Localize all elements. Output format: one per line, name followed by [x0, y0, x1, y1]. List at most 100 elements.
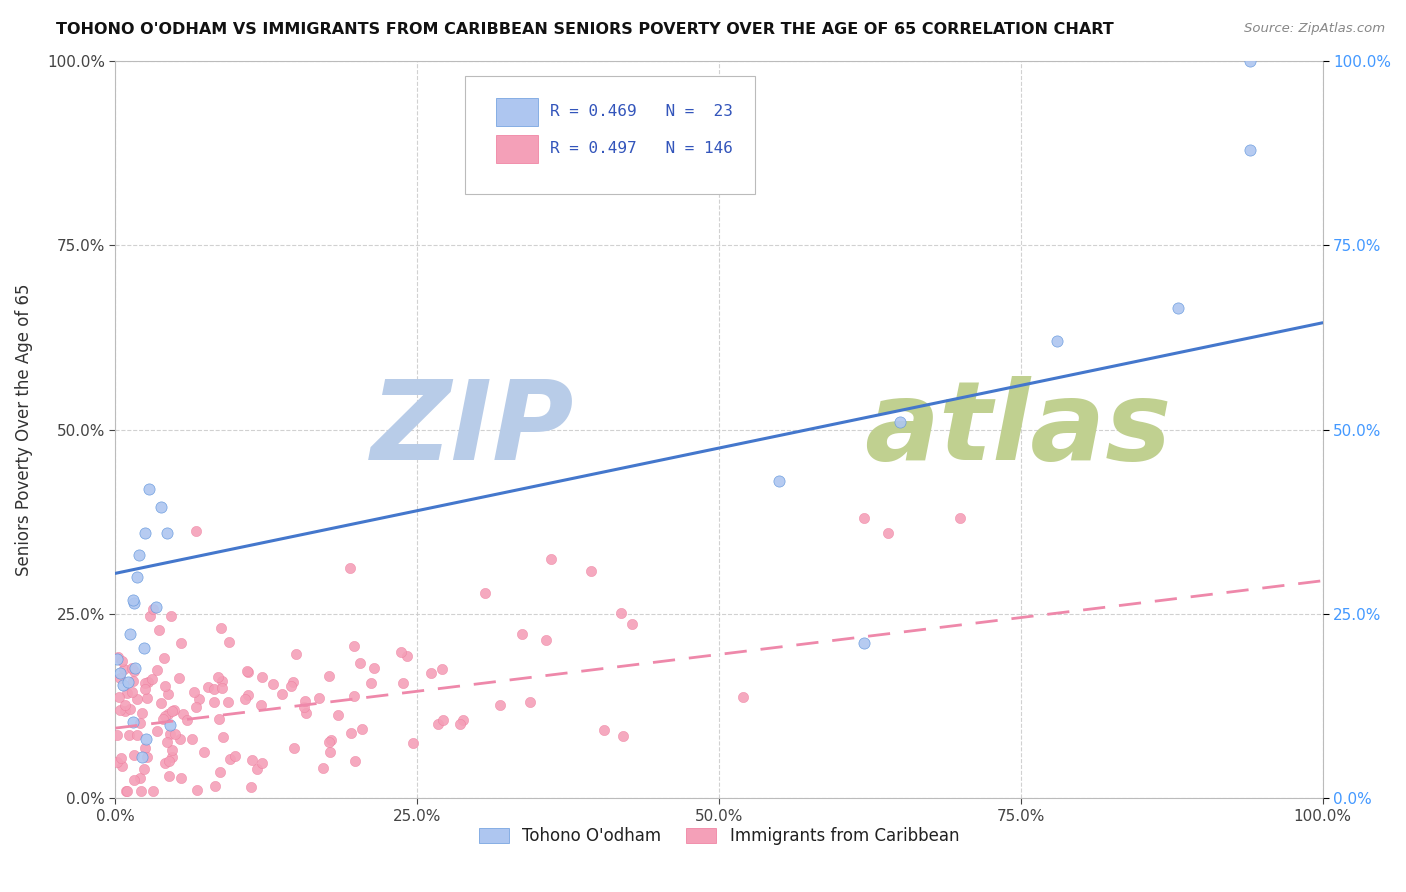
Point — [172, 707, 194, 722]
Point — [124, 661, 146, 675]
Point — [510, 626, 533, 640]
Point — [169, 731, 191, 746]
Point — [343, 689, 366, 703]
Point — [135, 731, 157, 746]
Point — [122, 593, 145, 607]
Point — [155, 756, 177, 770]
Point — [281, 675, 304, 690]
Point — [122, 597, 145, 611]
Point — [142, 784, 165, 798]
Point — [162, 750, 184, 764]
Point — [343, 639, 366, 653]
Point — [156, 735, 179, 749]
Point — [294, 700, 316, 714]
Point — [134, 762, 156, 776]
Point — [111, 759, 134, 773]
Point — [733, 690, 755, 704]
Point — [271, 687, 294, 701]
Point — [134, 681, 156, 696]
Point — [180, 732, 202, 747]
Point — [768, 474, 790, 488]
Point — [111, 654, 134, 668]
Point — [621, 616, 644, 631]
Point — [170, 771, 193, 785]
Point — [451, 714, 474, 728]
Point — [152, 712, 174, 726]
Point — [308, 691, 330, 706]
Point — [167, 671, 190, 685]
Point — [212, 730, 235, 744]
Point — [141, 672, 163, 686]
Point — [163, 727, 186, 741]
Point — [217, 695, 239, 709]
Point — [280, 679, 302, 693]
Point — [128, 548, 150, 562]
Point — [340, 726, 363, 740]
Point — [134, 640, 156, 655]
Point — [1239, 143, 1261, 157]
Point — [283, 741, 305, 756]
Point — [105, 756, 128, 770]
Point — [183, 684, 205, 698]
Point — [363, 661, 385, 675]
Point — [125, 570, 148, 584]
Point — [184, 699, 207, 714]
Point — [105, 652, 128, 666]
Point — [110, 703, 132, 717]
Point — [153, 651, 176, 665]
Point — [117, 675, 139, 690]
Point — [219, 751, 242, 765]
Point — [474, 586, 496, 600]
Point — [852, 511, 875, 525]
Point — [107, 649, 129, 664]
Point — [122, 664, 145, 678]
Point — [162, 704, 184, 718]
Point — [204, 779, 226, 793]
Point — [170, 636, 193, 650]
Point — [108, 671, 131, 685]
Point — [540, 551, 562, 566]
Point — [131, 706, 153, 720]
Text: atlas: atlas — [863, 376, 1171, 483]
Point — [122, 747, 145, 762]
Point — [157, 768, 180, 782]
Point — [197, 681, 219, 695]
Point — [236, 664, 259, 678]
Point — [218, 635, 240, 649]
Point — [128, 716, 150, 731]
Point — [148, 624, 170, 638]
Point — [430, 662, 453, 676]
Point — [392, 675, 415, 690]
Point — [395, 649, 418, 664]
Point — [125, 692, 148, 706]
Point — [949, 511, 972, 525]
Point — [236, 689, 259, 703]
Point — [262, 677, 284, 691]
Point — [889, 415, 911, 429]
Point — [134, 676, 156, 690]
Text: ZIP: ZIP — [371, 376, 574, 483]
Point — [318, 745, 340, 759]
Point — [162, 703, 184, 717]
Point — [339, 561, 361, 575]
Point — [108, 665, 131, 680]
Point — [233, 692, 256, 706]
Point — [156, 525, 179, 540]
Point — [211, 681, 233, 695]
Point — [122, 772, 145, 787]
Point — [311, 761, 333, 775]
Point — [176, 714, 198, 728]
Point — [110, 750, 132, 764]
Point — [159, 718, 181, 732]
Point — [153, 708, 176, 723]
Point — [122, 715, 145, 730]
Text: TOHONO O'ODHAM VS IMMIGRANTS FROM CARIBBEAN SENIORS POVERTY OVER THE AGE OF 65 C: TOHONO O'ODHAM VS IMMIGRANTS FROM CARIBB… — [56, 22, 1114, 37]
Point — [294, 694, 316, 708]
Text: R = 0.469   N =  23: R = 0.469 N = 23 — [550, 103, 733, 119]
Point — [150, 696, 173, 710]
Text: R = 0.497   N = 146: R = 0.497 N = 146 — [550, 141, 733, 155]
Point — [252, 756, 274, 770]
Point — [136, 690, 159, 705]
Point — [318, 669, 340, 683]
FancyBboxPatch shape — [495, 135, 538, 163]
